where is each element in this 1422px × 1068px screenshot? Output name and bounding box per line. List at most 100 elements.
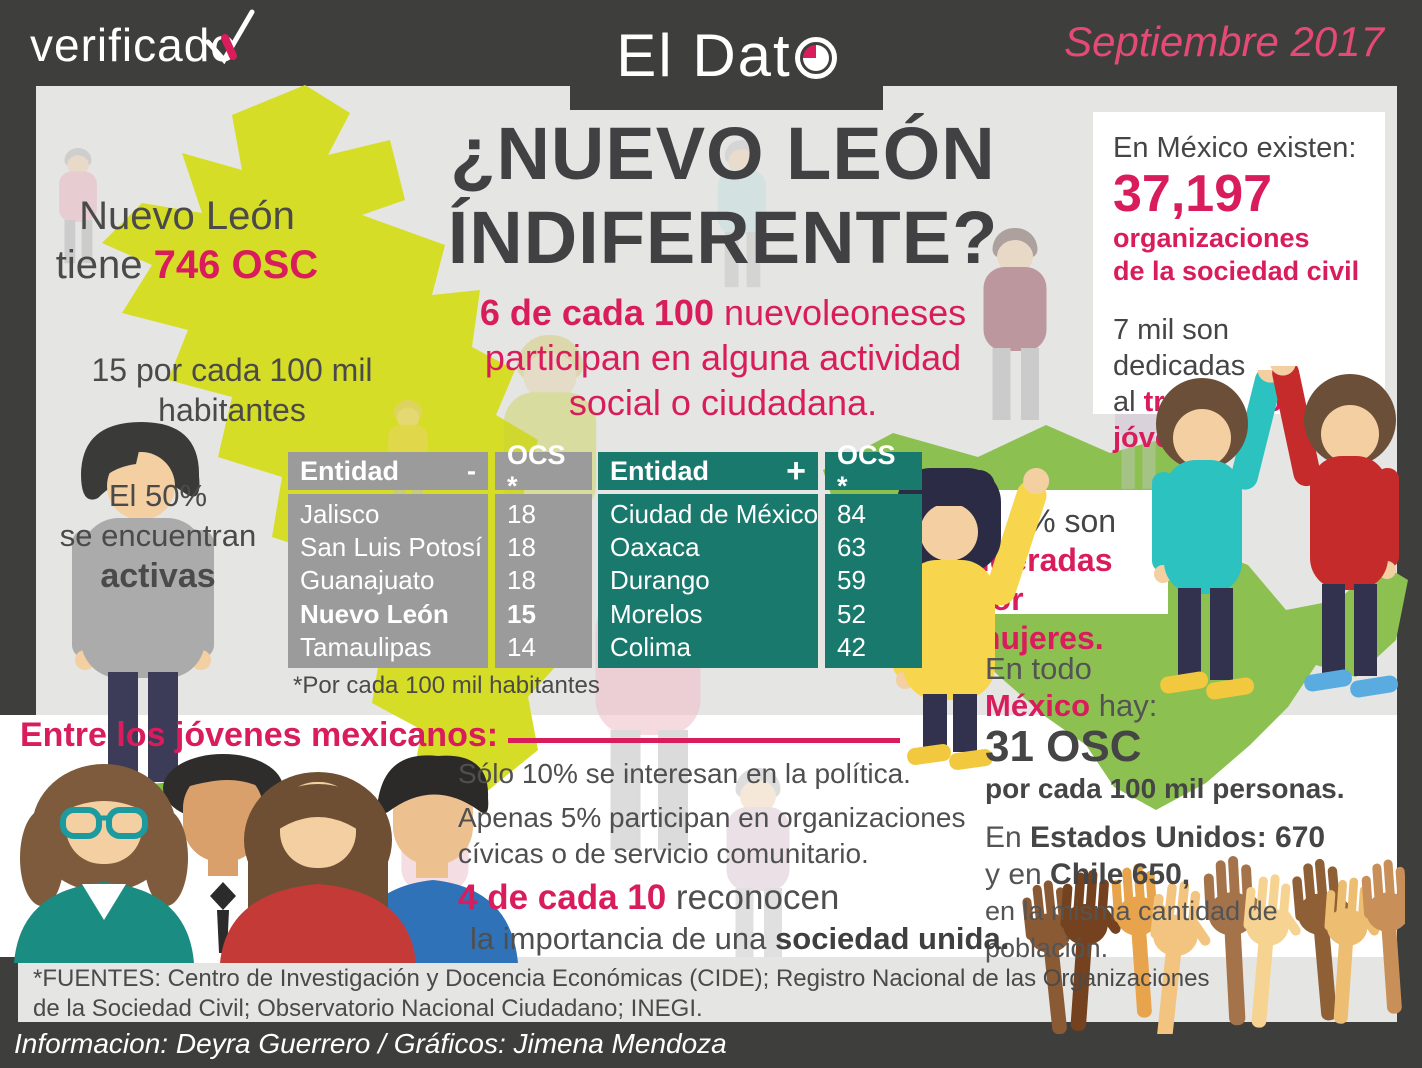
- background-figure: [51, 148, 105, 264]
- background-figure: [970, 228, 1060, 420]
- title-line1: ¿NUEVO LEÓN: [450, 112, 996, 195]
- minus-sign-icon: -: [467, 455, 476, 486]
- ocs-column: OCS * 84 63 59 52 42: [825, 440, 922, 668]
- table-value: 18: [507, 532, 536, 563]
- verificado-logo-text: verificad: [30, 19, 211, 71]
- mx-stats-line4: por cada 100 mil personas.: [985, 773, 1345, 804]
- table-row: Oaxaca: [610, 532, 700, 563]
- per-capita-line1: 15 por cada 100 mil: [91, 352, 373, 388]
- nl-stat-line1: Nuevo León: [79, 194, 295, 238]
- ocs-header-label: OCS *: [507, 440, 566, 501]
- banner-title: El Dat: [616, 21, 792, 89]
- entity-rows: Ciudad de México Oaxaca Durango Morelos …: [598, 494, 818, 668]
- mx-stats-line6-prefix: y en: [985, 858, 1051, 891]
- table-footnote: *Por cada 100 mil habitantes: [293, 672, 600, 699]
- ocs-values: 18 18 18 15 14: [495, 494, 592, 668]
- mx-stats-line6-bold: Chile 650,: [1050, 858, 1191, 891]
- nl-stat-value: 746 OSC: [153, 243, 319, 287]
- active-line1: El 50%: [108, 478, 208, 513]
- per-capita-line2: habitantes: [158, 392, 306, 428]
- issue-date: Septiembre 2017: [1064, 18, 1384, 65]
- mx-stats-line5-prefix: En: [985, 821, 1031, 854]
- mx-box-line5-prefix: al: [1113, 386, 1144, 418]
- table-value: 14: [507, 631, 536, 662]
- mx-stats-line3: 31 OSC: [985, 722, 1142, 771]
- sources-text: *FUENTES: Centro de Investigación y Doce…: [33, 964, 1210, 1024]
- table-value: 52: [837, 598, 866, 629]
- background-figure: [708, 140, 777, 288]
- ocs-values: 84 63 59 52 42: [825, 494, 922, 668]
- active-osc-stat: El 50% se encuentran activas: [8, 476, 308, 597]
- subtitle: 6 de cada 100 nuevoleoneses participan e…: [378, 290, 1068, 425]
- table-row: Morelos: [610, 598, 703, 629]
- entity-header: Entidad -: [288, 452, 488, 490]
- table-row: Tamaulipas: [300, 631, 432, 662]
- checkmark-icon: [205, 9, 255, 65]
- youth-bullet-3: 4 de cada 10 reconocen: [458, 878, 1058, 918]
- youth-portraits-illustration: [14, 754, 518, 963]
- sources-line2: de la Sociedad Civil; Observatorio Nacio…: [33, 995, 703, 1022]
- mx-box-line1: En México existen:: [1113, 132, 1357, 164]
- mx-box-line3: de la sociedad civil: [1113, 256, 1360, 286]
- page-title: ¿NUEVO LEÓN ÍNDIFERENTE?: [378, 112, 1068, 280]
- verificado-logo: verificado: [30, 9, 255, 72]
- nuevo-leon-osc-stat: Nuevo León tiene 746 OSC: [37, 192, 337, 290]
- table-row: Durango: [610, 565, 710, 596]
- mexico-comparative-stats: En todo México hay: 31 OSC por cada 100 …: [985, 650, 1397, 967]
- youth-section-heading: Entre los jóvenes mexicanos:: [20, 716, 499, 754]
- mx-stats-line7: en la misma cantidad de población.: [985, 896, 1278, 963]
- main-title-block: ¿NUEVO LEÓN ÍNDIFERENTE? 6 de cada 100 n…: [378, 112, 1068, 425]
- heading-divider: [508, 738, 900, 743]
- title-line2: ÍNDIFERENTE?: [447, 196, 999, 279]
- mx-stats-line1: En todo: [985, 651, 1092, 686]
- table-value: 63: [837, 532, 866, 563]
- table-value: 59: [837, 565, 866, 596]
- active-line3: activas: [100, 557, 216, 595]
- girl-yellow-illustration: [893, 467, 1050, 770]
- youth-bullet-4-prefix: la importancia de una: [470, 921, 776, 956]
- ocs-header-label: OCS *: [837, 440, 896, 501]
- entity-header-label: Entidad: [300, 455, 399, 486]
- ocs-column: OCS * 18 18 18 15 14: [495, 440, 592, 668]
- entity-header-label: Entidad: [610, 455, 709, 486]
- mx-stats-line2-bold: México: [985, 688, 1091, 723]
- table-row: Ciudad de México: [610, 499, 819, 530]
- youth-bullet-2-line2: cívicas o de servicio comunitario.: [458, 838, 869, 869]
- table-row: Guanajuato: [300, 565, 435, 596]
- youth-bullet-1: Sólo 10% se interesan en la política.: [458, 758, 911, 789]
- entity-column: Entidad + Ciudad de México Oaxaca Durang…: [598, 452, 818, 668]
- table-value: 84: [837, 499, 866, 530]
- background-figure: [713, 768, 803, 960]
- kid-red-illustration: [1269, 366, 1399, 698]
- youth-bullet-2-line1: Apenas 5% participan en organizaciones: [458, 802, 966, 833]
- entity-rows: Jalisco San Luis Potosí Guanajuato Nuevo…: [288, 494, 488, 668]
- mx-box-line2: organizaciones: [1113, 223, 1310, 253]
- kid-teal-illustration: [1152, 370, 1284, 700]
- youth-bullet-3-rest: reconocen: [666, 878, 840, 917]
- mx-box-number: 37,197: [1113, 165, 1273, 223]
- ocs-header: OCS *: [495, 440, 592, 501]
- subtitle-line3: social o ciudadana.: [568, 382, 878, 423]
- portrait-woman-red: [220, 772, 416, 963]
- table-value: 42: [837, 631, 866, 662]
- nl-stat-line2-prefix: tiene: [55, 243, 154, 287]
- youth-bullet-4: la importancia de una sociedad unida.: [458, 920, 1058, 958]
- man-gray-sweater-illustration: [72, 422, 214, 804]
- mx-stats-line2-rest: hay:: [1090, 688, 1158, 723]
- table-row: San Luis Potosí: [300, 532, 483, 563]
- table-row: Colima: [610, 631, 691, 662]
- youth-bullet-3-bold: 4 de cada 10: [458, 878, 667, 917]
- table-highest-osc: Entidad + Ciudad de México Oaxaca Durang…: [598, 440, 922, 668]
- per-capita-stat: 15 por cada 100 mil habitantes: [32, 350, 432, 430]
- portrait-woman-glasses: [14, 764, 194, 963]
- subtitle-line2: participan en alguna actividad: [484, 337, 962, 378]
- entity-header: Entidad +: [598, 452, 818, 490]
- table-value: 18: [507, 565, 536, 596]
- youth-bullets: Sólo 10% se interesan en la política. Ap…: [458, 756, 1058, 958]
- sources-line1: *FUENTES: Centro de Investigación y Doce…: [33, 965, 1210, 992]
- active-line2: se encuentran: [59, 518, 257, 553]
- entity-column: Entidad - Jalisco San Luis Potosí Guanaj…: [288, 452, 488, 668]
- credits-text: Informacion: Deyra Guerrero / Gráficos: …: [14, 1028, 727, 1059]
- table-row: Jalisco: [300, 499, 380, 530]
